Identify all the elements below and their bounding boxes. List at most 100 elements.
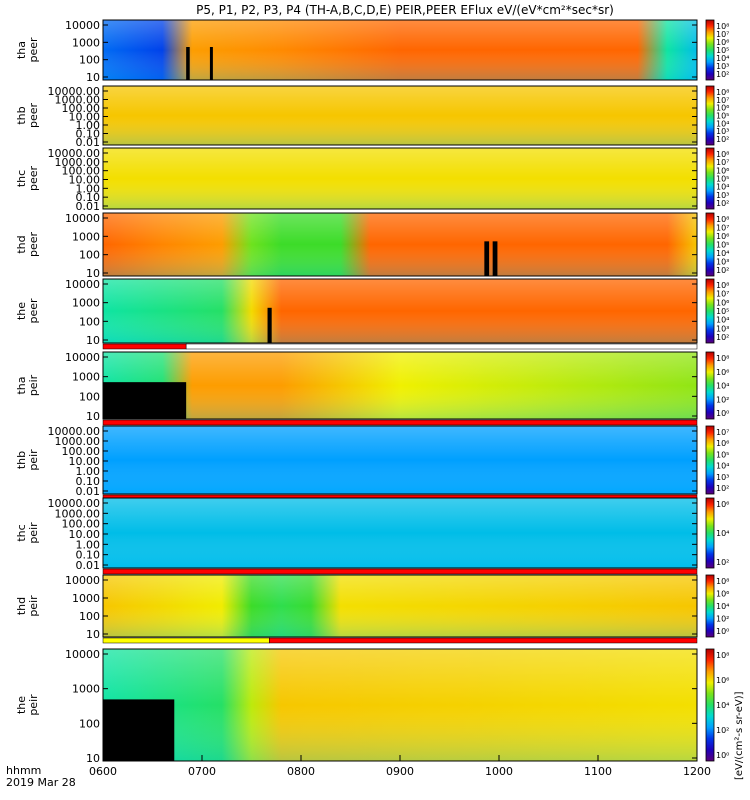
status-bar-segment <box>102 343 187 350</box>
ytick-label: 10 <box>86 628 100 641</box>
colorbar-tick-label: 10² <box>716 70 729 79</box>
status-bar-segment <box>185 343 698 350</box>
ytick-label: 1000.00 <box>55 156 101 169</box>
xtick-label: 0700 <box>188 765 216 778</box>
ytick-label: 100 <box>79 717 100 730</box>
ytick-label: 10000.00 <box>48 497 101 510</box>
colorbar-tick-label: 10² <box>716 333 729 342</box>
energy-shading <box>103 498 697 568</box>
panel-label-probe: thc <box>15 170 28 187</box>
status-bar-segment <box>102 637 270 644</box>
energy-shading <box>103 426 697 494</box>
energy-shading <box>103 20 697 80</box>
status-bar-segment <box>102 419 698 426</box>
ytick-label: 10000.00 <box>48 85 101 98</box>
panel-label-type: peir <box>27 595 40 617</box>
energy-shading <box>103 213 697 276</box>
ytick-label: 10 <box>86 334 100 347</box>
date-label: 2019 Mar 28 <box>6 776 76 789</box>
status-bar-segment <box>102 568 698 575</box>
colorbar <box>705 648 715 762</box>
colorbar-tick-label: 10⁸ <box>716 215 729 224</box>
xtick-label: 1000 <box>485 765 513 778</box>
colorbar-tick-label: 10⁸ <box>716 22 729 31</box>
ytick-label: 10000 <box>65 574 100 587</box>
xtick-label: 0800 <box>287 765 315 778</box>
ytick-label: 1000.00 <box>55 94 101 107</box>
panel-the-peir: 10 100 1000 10000 the peir 10⁸ 10⁶ 10⁴ 10² 10⁰ <box>15 648 729 765</box>
colorbar-tick-label: 10³ <box>716 258 729 267</box>
ytick-label: 1000.00 <box>55 507 101 520</box>
colorbar-tick-label: 10⁶ <box>716 166 729 175</box>
colorbar-tick-label: 10⁷ <box>716 224 729 233</box>
colorbar <box>705 19 715 81</box>
ytick-label: 0.01 <box>76 559 101 572</box>
ytick-label: 1.00 <box>76 182 101 195</box>
panel-label-probe: tha <box>15 376 28 394</box>
colorbar-tick-label: 10⁵ <box>716 450 729 459</box>
ytick-label: 10000 <box>65 212 100 225</box>
colorbar-tick-label: 10⁰ <box>716 627 729 636</box>
energy-shading <box>103 352 697 419</box>
data-gap <box>209 47 213 80</box>
panel-the-peer: 10 100 1000 10000 the peer 10⁸10⁷10⁶10⁵10⁴10³1… <box>15 278 729 350</box>
panel-label-probe: the <box>15 302 28 320</box>
ytick-label: 1.00 <box>76 465 101 478</box>
colorbar-tick-label: 10⁶ <box>716 500 729 509</box>
colorbar-tick-label: 10³ <box>716 191 729 200</box>
xtick-label: 1200 <box>683 765 711 778</box>
colorbar-unit-label: [eV/(cm²-s sr-eV)] <box>734 691 745 780</box>
ytick-label: 0.01 <box>76 136 101 149</box>
chart-title: P5, P1, P2, P3, P4 (TH-A,B,C,D,E) PEIR,P… <box>196 3 614 17</box>
ytick-label: 1000 <box>72 230 100 243</box>
ytick-label: 10000 <box>65 19 100 32</box>
ytick-label: 10000 <box>65 278 100 291</box>
ytick-label: 100.00 <box>62 165 101 178</box>
ytick-label: 10 <box>86 71 100 84</box>
colorbar-tick-label: 10³ <box>716 473 729 482</box>
colorbar-tick-label: 10⁴ <box>716 529 729 538</box>
colorbar-tick-label: 10⁸ <box>716 354 729 363</box>
ytick-label: 1000.00 <box>55 435 101 448</box>
status-bar-segment <box>269 637 698 644</box>
ytick-label: 10.00 <box>69 455 101 468</box>
energy-shading <box>103 575 697 637</box>
ytick-label: 1000 <box>72 297 100 310</box>
colorbar <box>705 85 715 146</box>
colorbar-tick-label: 10⁴ <box>716 54 729 63</box>
data-gap <box>103 382 187 419</box>
panel-tha-peer: 10 100 1000 10000 tha peer 10⁸10⁷10⁶10⁵10⁴10³1… <box>15 19 729 84</box>
colorbar-tick-label: 10⁸ <box>716 577 729 586</box>
panel-label-probe: thc <box>15 524 28 541</box>
energy-shading <box>103 279 697 343</box>
energy-shading <box>103 86 697 145</box>
data-gap <box>103 699 175 761</box>
ytick-label: 0.01 <box>76 485 101 498</box>
colorbar-tick-label: 10⁵ <box>716 112 729 121</box>
energy-shading <box>103 148 697 209</box>
colorbar <box>705 278 715 344</box>
colorbar-tick-label: 10⁷ <box>716 96 729 105</box>
colorbar-tick-label: 10² <box>716 484 729 493</box>
colorbar-tick-label: 10⁶ <box>716 298 729 307</box>
panel-frame <box>102 19 698 81</box>
ytick-label: 0.10 <box>76 128 101 141</box>
colorbar-tick-label: 10⁵ <box>716 307 729 316</box>
panel-label-probe: thb <box>15 451 28 469</box>
colorbar-tick-label: 10⁸ <box>716 150 729 159</box>
ytick-label: 10.00 <box>69 528 101 541</box>
panel-label-type: peer <box>27 298 40 324</box>
panel-thd-peer: 10 100 1000 10000 thd peer 10⁸10⁷10⁶10⁵10⁴10³1… <box>15 212 729 280</box>
colorbar-tick-label: 10⁴ <box>716 602 729 611</box>
colorbar-tick-label: 10⁷ <box>716 158 729 167</box>
colorbar-tick-label: 10⁴ <box>716 462 729 471</box>
ytick-label: 0.10 <box>76 549 101 562</box>
colorbar-tick-label: 10⁷ <box>716 428 729 437</box>
colorbar-tick-label: 10⁰ <box>716 409 729 418</box>
colorbar-tick-label: 10² <box>716 395 729 404</box>
data-gap <box>186 47 190 80</box>
